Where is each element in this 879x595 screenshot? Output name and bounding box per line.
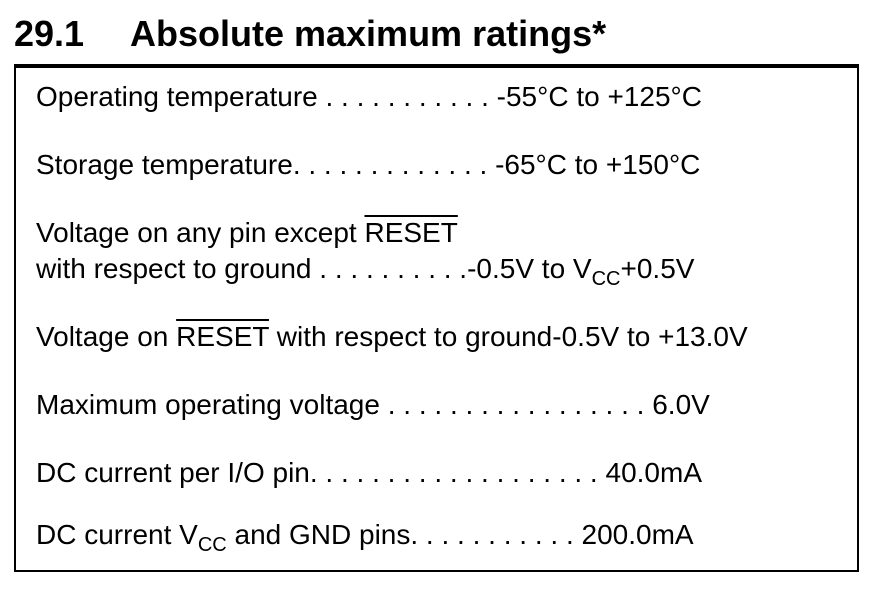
rating-label-subscript: CC (197, 534, 227, 556)
rating-value-subscript: CC (591, 268, 621, 290)
rating-label: with respect to ground (36, 253, 312, 284)
dot-leader: . . . . . . . . . . . (317, 81, 497, 112)
rating-max-operating-voltage: Maximum operating voltage . . . . . . . … (36, 389, 710, 421)
rating-dc-current-io: DC current per I/O pin. . . . . . . . . … (36, 457, 702, 489)
ratings-table: Operating temperature . . . . . . . . . … (14, 64, 859, 572)
rating-value: -65°C to +150°C (495, 149, 701, 180)
rating-value: 40.0mA (605, 457, 703, 488)
rating-value: 6.0V (652, 389, 710, 420)
section-heading: 29.1 Absolute maximum ratings* (14, 14, 606, 54)
rating-label: with respect to ground (268, 321, 553, 352)
rating-voltage-on-reset: Voltage on RESET with respect to ground-… (36, 321, 748, 353)
dot-leader: . . . . . . . . . . . (410, 519, 582, 550)
rating-label: Maximum operating voltage (36, 389, 380, 420)
reset-signal-name: RESET (176, 321, 269, 352)
rating-voltage-any-pin-line2: with respect to ground . . . . . . . . .… (36, 253, 695, 290)
rating-value: -0.5V to V (467, 253, 592, 284)
section-title: Absolute maximum ratings* (130, 13, 607, 54)
rating-value: 200.0mA (581, 519, 694, 550)
rating-value: +0.5V (620, 253, 695, 284)
dot-leader: . . . . . . . . . . . . . (292, 149, 496, 180)
reset-signal-name: RESET (364, 217, 458, 248)
rating-label: DC current per I/O pin (36, 457, 310, 488)
rating-label: Storage temperature (36, 149, 293, 180)
rating-operating-temperature: Operating temperature . . . . . . . . . … (36, 81, 702, 113)
section-number: 29.1 (14, 13, 85, 54)
rating-value: -55°C to +125°C (496, 81, 702, 112)
rating-value: -0.5V to +13.0V (552, 321, 748, 352)
dot-leader: . . . . . . . . . . (311, 253, 468, 284)
rating-dc-current-vcc-gnd: DC current VCC and GND pins. . . . . . .… (36, 519, 694, 556)
rating-label: and GND pins (226, 519, 411, 550)
rating-label: Voltage on (36, 321, 177, 352)
rating-voltage-any-pin: Voltage on any pin except RESET (36, 217, 458, 249)
dot-leader: . . . . . . . . . . . . . . . . . (379, 389, 653, 420)
dot-leader: . . . . . . . . . . . . . . . . . . . (309, 457, 606, 488)
rating-storage-temperature: Storage temperature. . . . . . . . . . .… (36, 149, 700, 181)
rating-label: Operating temperature (36, 81, 318, 112)
rating-label: Voltage on any pin except (36, 217, 365, 248)
rating-label: DC current V (36, 519, 198, 550)
